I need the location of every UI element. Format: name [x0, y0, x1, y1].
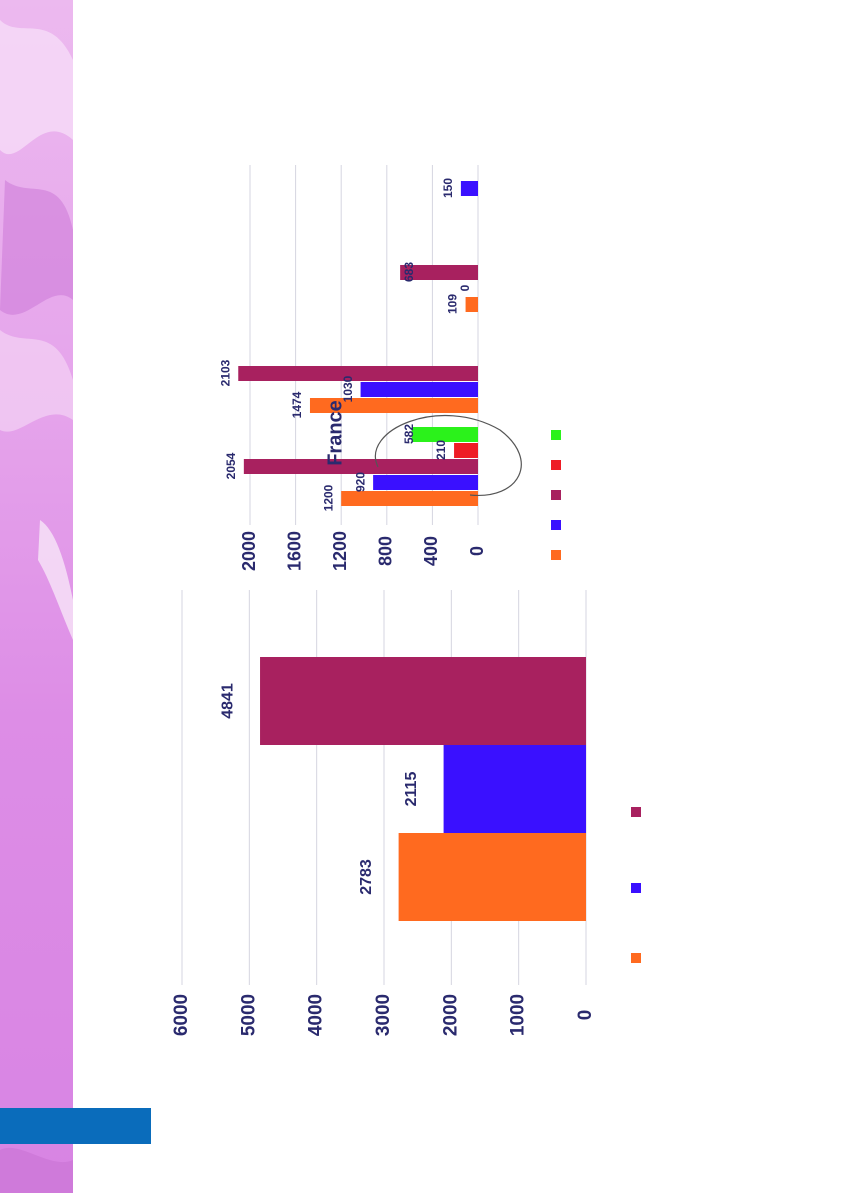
- chart-2-bar: [460, 181, 478, 196]
- chart-2-legend-swatch: [551, 520, 561, 530]
- chart-2-value-label: 210: [434, 440, 448, 460]
- chart-2-tick-label: 2000: [239, 531, 259, 571]
- chart-2-value-label: 150: [441, 178, 455, 198]
- chart-2-value-label: 1030: [341, 375, 355, 402]
- chart-2-annotation: France: [324, 400, 346, 466]
- sidebar-texture: [0, 0, 73, 1193]
- chart-1-value-label: 2783: [358, 859, 375, 895]
- chart-2-bar: [465, 297, 478, 312]
- chart-1-tick-label: 0: [575, 1010, 596, 1021]
- chart-2-bar: [454, 443, 478, 458]
- chart-1-bar: [260, 657, 586, 745]
- chart-2-tick-label: 0: [467, 546, 487, 556]
- chart-2-value-label: 1200: [321, 484, 335, 511]
- chart-1: [181, 590, 641, 985]
- chart-2-value-label: 0: [458, 284, 472, 291]
- chart-1-legend-swatch: [631, 883, 641, 893]
- chart-2-value-label: 2103: [218, 359, 232, 386]
- chart-2-tick-label: 1200: [330, 531, 350, 571]
- chart-2-bar: [341, 491, 478, 506]
- chart-2-value-label: 920: [353, 472, 367, 492]
- chart-2-legend-swatch: [551, 460, 561, 470]
- chart-1-tick-label: 5000: [238, 994, 259, 1036]
- chart-1-tick-label: 1000: [508, 994, 529, 1036]
- chart-2-tick-label: 400: [421, 536, 441, 566]
- chart-2-tick-label: 1600: [284, 531, 304, 571]
- chart-1-legend-swatch: [631, 807, 641, 817]
- chart-2-value-label: 2054: [224, 452, 238, 479]
- chart-2: [238, 165, 561, 560]
- chart-1-bar: [443, 745, 586, 833]
- chart-2-bar: [243, 459, 478, 474]
- chart-2-value-label: 1474: [290, 391, 304, 418]
- chart-2-highlight-circle: [375, 415, 522, 496]
- chart-1-tick-label: 3000: [373, 994, 394, 1036]
- decorative-sidebar: [0, 0, 73, 1193]
- chart-2-bar: [373, 475, 478, 490]
- chart-2-legend-swatch: [551, 430, 561, 440]
- chart-1-tick-label: 4000: [306, 994, 327, 1036]
- chart-2-bar: [309, 398, 478, 413]
- chart-2-value-label: 109: [446, 294, 460, 314]
- chart-2-legend-swatch: [551, 550, 561, 560]
- chart-2-bar: [238, 366, 478, 381]
- chart-2-bar: [360, 382, 478, 397]
- chart-1-tick-label: 6000: [171, 994, 192, 1036]
- chart-2-legend-swatch: [551, 490, 561, 500]
- chart-1-bar: [398, 833, 586, 921]
- chart-2-bar: [411, 427, 478, 442]
- chart-1-value-label: 2115: [403, 772, 420, 807]
- chart-2-value-label: 683: [402, 262, 416, 282]
- chart-1-legend-swatch: [631, 953, 641, 963]
- chart-1-tick-label: 2000: [440, 994, 461, 1036]
- chart-2-bar: [400, 265, 478, 280]
- blue-footer-block: [0, 1108, 151, 1144]
- chart-1-value-label: 4841: [219, 683, 236, 719]
- chart-2-tick-label: 800: [376, 536, 396, 566]
- chart-2-value-label: 582: [402, 424, 416, 444]
